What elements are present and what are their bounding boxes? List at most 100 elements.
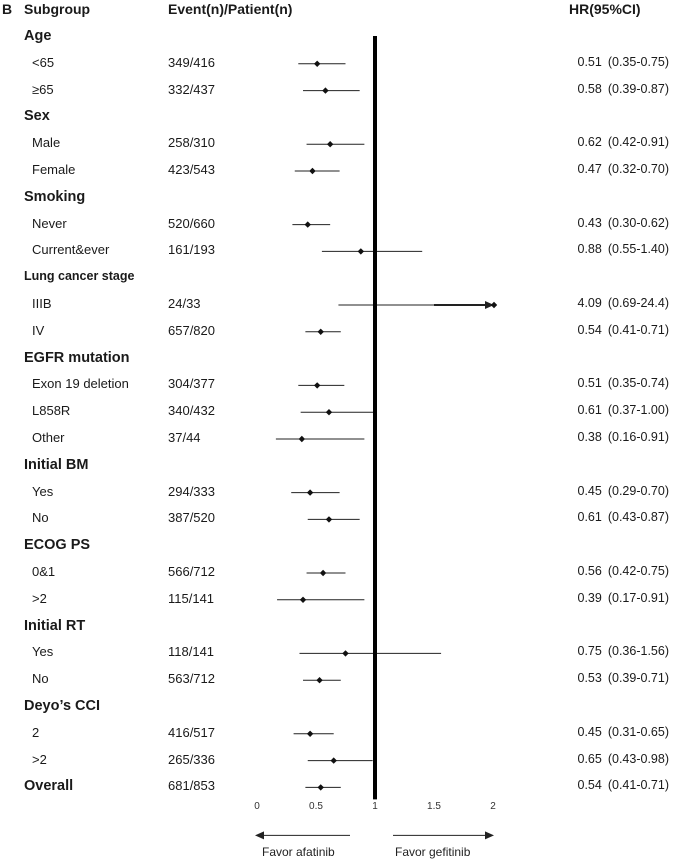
hr-ci: (0.35-0.74) (607, 376, 669, 391)
hr-ci: (0.41-0.71) (607, 778, 669, 793)
hr-point (306, 489, 314, 496)
hr-ci: (0.42-0.75) (607, 564, 669, 578)
events-value: 657/820 (168, 322, 215, 338)
subgroup-label: <65 (32, 54, 55, 70)
hr-ci-text: 0.45 (0.31-0.65) (578, 725, 670, 739)
events-value: 37/44 (168, 430, 201, 445)
group-title: Sex (24, 108, 50, 125)
subgroup-label: >2 (32, 590, 47, 606)
events-value: 24/33 (168, 296, 201, 311)
hr-value: 4.09 (577, 296, 602, 310)
subgroup-label: Yes (32, 644, 54, 660)
hr-ci: (0.37-1.00) (607, 403, 669, 418)
group-title: Initial RT (24, 617, 86, 634)
hr-ci-text: 0.75 (0.36-1.56) (578, 644, 670, 658)
hr-point (490, 301, 498, 309)
hr-ci: (0.69-24.4) (607, 296, 669, 310)
hr-ci-text: 0.56 (0.42-0.75) (578, 564, 670, 578)
hr-ci: (0.17-0.91) (607, 590, 669, 605)
group-title: Deyo’s CCI (24, 698, 101, 714)
group-title: Initial BM (24, 456, 89, 473)
hr-point (325, 409, 333, 416)
hr-value: 0.43 (577, 215, 602, 230)
hr-ci: (0.41-0.71) (607, 322, 669, 337)
hr-value: 0.45 (577, 724, 602, 739)
hr-ci-text: 0.45 (0.29-0.70) (578, 484, 670, 498)
hr-point (326, 141, 334, 148)
events-value: 304/377 (168, 376, 215, 392)
subgroup-label: Yes (32, 483, 54, 499)
events-value: 294/333 (168, 483, 215, 499)
hr-value: 0.88 (577, 242, 602, 257)
hr-ci-text: 0.61 (0.37-1.00) (578, 403, 670, 417)
hr-point (298, 435, 306, 443)
hr-point (319, 569, 327, 577)
events-value: 416/517 (168, 724, 215, 740)
hr-value: 0.47 (577, 162, 602, 176)
hr-point (317, 328, 324, 335)
group-title: Age (24, 28, 52, 44)
hr-point (306, 730, 314, 737)
hr-ci-text: 0.65 (0.43-0.98) (578, 752, 670, 766)
hr-point (357, 248, 365, 255)
hr-ci: (0.43-0.98) (607, 751, 669, 766)
subgroup-label: Exon 19 deletion (32, 376, 129, 392)
hr-value: 0.45 (577, 483, 602, 498)
x-tick-label: 0 (254, 801, 260, 813)
x-tick-label: 0.5 (309, 801, 323, 813)
group-title: EGFR mutation (24, 349, 130, 366)
hr-ci-text: 0.51 (0.35-0.74) (578, 376, 670, 390)
events-value: 563/712 (168, 671, 215, 687)
events-value: 332/437 (168, 81, 215, 97)
x-tick-label: 1 (372, 801, 378, 813)
hr-value: 0.38 (577, 430, 602, 444)
hr-value: 0.58 (577, 81, 602, 96)
subgroup-label: No (32, 510, 49, 526)
favor-right-arrowhead (485, 831, 494, 840)
hr-ci: (0.16-0.91) (607, 430, 669, 444)
hr-point (317, 784, 324, 791)
subgroup-label: 2 (32, 724, 40, 740)
hr-point (304, 221, 311, 228)
hr-point (325, 516, 333, 523)
hr-point (322, 87, 329, 94)
hr-ci: (0.36-1.56) (607, 644, 669, 659)
hr-ci-text: 0.39 (0.17-0.91) (578, 591, 670, 605)
subgroup-label: L858R (32, 403, 71, 419)
subgroup-label: Never (32, 215, 67, 231)
hr-ci: (0.55-1.40) (607, 242, 669, 257)
events-value: 118/141 (168, 644, 215, 660)
hr-value: 0.54 (577, 322, 602, 337)
subgroup-label: Male (32, 135, 61, 151)
subgroup-label: Female (32, 162, 76, 177)
hr-value: 0.62 (577, 135, 602, 150)
subgroup-label: >2 (32, 751, 47, 767)
hr-ci: (0.39-0.87) (607, 81, 669, 96)
subgroup-label: Other (32, 430, 65, 445)
events-value: 258/310 (168, 135, 215, 151)
events-value: 387/520 (168, 510, 215, 526)
overall-events: 681/853 (168, 778, 215, 794)
hr-value: 0.54 (577, 778, 602, 793)
hr-value: 0.53 (577, 671, 602, 686)
events-column-header: Event(n)/Patient(n) (168, 1, 293, 17)
hr-value: 0.61 (577, 510, 602, 525)
hr-value: 0.61 (577, 403, 602, 418)
hr-ci: (0.35-0.75) (607, 54, 669, 69)
events-value: 265/336 (168, 751, 215, 767)
hr-ci-text: 0.51 (0.35-0.75) (578, 55, 670, 69)
hr-ci: (0.39-0.71) (607, 671, 669, 686)
subgroup-label: ≥65 (32, 81, 54, 97)
x-tick-label: 1.5 (427, 801, 441, 813)
hr-ci: (0.31-0.65) (607, 724, 669, 739)
hr-point (330, 757, 337, 764)
subgroup-column-header: Subgroup (24, 1, 91, 17)
group-title: ECOG PS (24, 537, 91, 554)
hr-ci-text: 0.43 (0.30-0.62) (578, 216, 670, 230)
hr-ci-text: 0.53 (0.39-0.71) (578, 671, 670, 685)
hr-ci: (0.30-0.62) (607, 215, 669, 230)
hr-ci: (0.42-0.91) (607, 135, 669, 150)
hr-value: 0.39 (577, 590, 602, 605)
hr-value: 0.51 (577, 376, 602, 391)
